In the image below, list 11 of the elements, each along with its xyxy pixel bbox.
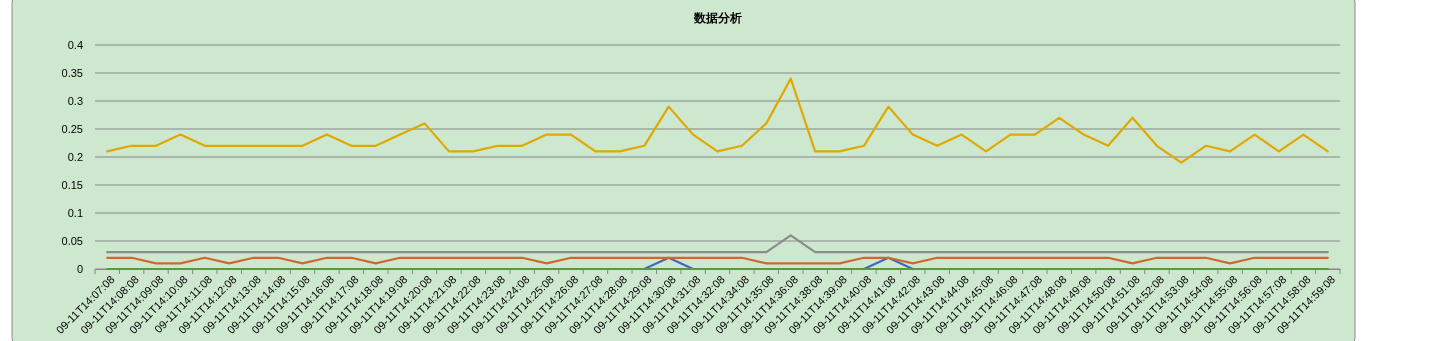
y-tick-label: 0.2: [67, 151, 83, 164]
line-series: [106, 77, 1329, 164]
y-tick-label: 0.1: [67, 207, 83, 220]
y-tick-label: 0.3: [67, 95, 83, 108]
y-tick-label: 0.4: [67, 39, 83, 52]
y-tick-label: 0: [76, 263, 83, 276]
y-tick-label: 0.15: [61, 179, 83, 192]
y-tick-label: 0.35: [61, 67, 83, 80]
chart-title: 数据分析: [692, 11, 742, 25]
y-tick-label: 0.25: [61, 123, 83, 136]
y-tick-label: 0.05: [61, 235, 83, 248]
